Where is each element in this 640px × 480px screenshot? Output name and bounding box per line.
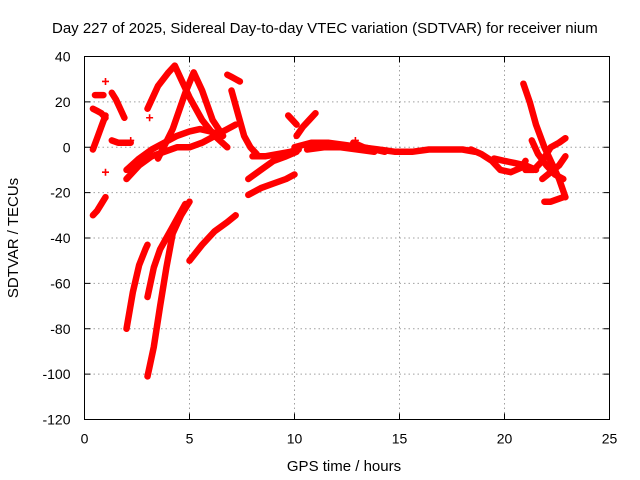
data-points [89,62,569,380]
axis-ticks: 0 5 10 15 20 25 -120 -100 -80 -60 -40 -20 0 20 40 [42,49,617,447]
data-series-pass-29 [528,137,567,183]
data-point [102,77,109,85]
data-point [351,136,359,144]
y-tick-label: -20 [50,185,70,201]
data-series-pass-24 [350,139,389,156]
data-series-pass-14 [186,212,239,264]
data-series-pass-12 [144,62,231,151]
y-tick-label: -80 [50,321,70,337]
data-series-pass-02 [89,112,109,153]
y-tick-label: 20 [55,94,71,110]
data-series-pass-05 [108,89,128,122]
data-point [102,168,109,176]
x-tick-label: 10 [287,431,303,447]
data-series-pass-21 [293,109,319,140]
y-tick-label: -40 [50,230,70,246]
y-tick-label: -100 [42,366,70,382]
data-series-pass-13 [154,69,227,162]
x-tick-label: 25 [602,431,618,447]
data-series-pass-17 [245,171,298,199]
y-tick-label: 0 [63,139,71,155]
data-series-pass-15 [224,71,244,85]
data-series-pass-07 [123,241,151,333]
x-axis-label: GPS time / hours [287,458,401,475]
y-tick-label: -120 [42,412,70,428]
x-tick-label: 15 [392,431,408,447]
data-series-pass-06 [108,137,134,146]
data-series-pass-19 [249,146,302,160]
y-tick-label: -60 [50,275,70,291]
y-tick-label: 40 [55,49,71,65]
data-series-pass-28 [522,134,569,174]
data-series-pass-30 [539,153,569,183]
x-tick-label: 0 [81,431,89,447]
data-point [146,114,154,122]
data-series-pass-11 [144,200,189,301]
data-series-pass-16 [228,87,260,158]
y-axis-label: SDTVAR / TECUs [5,178,22,298]
chart-title: Day 227 of 2025, Sidereal Day-to-day VTE… [52,20,598,37]
data-point [127,136,135,144]
data-series-pass-31 [541,193,567,205]
data-series-pass-01 [89,193,109,219]
data-series-pass-20 [284,112,300,128]
x-tick-label: 20 [497,431,513,447]
x-tick-label: 5 [186,431,194,447]
data-series-pass-03 [89,105,109,122]
